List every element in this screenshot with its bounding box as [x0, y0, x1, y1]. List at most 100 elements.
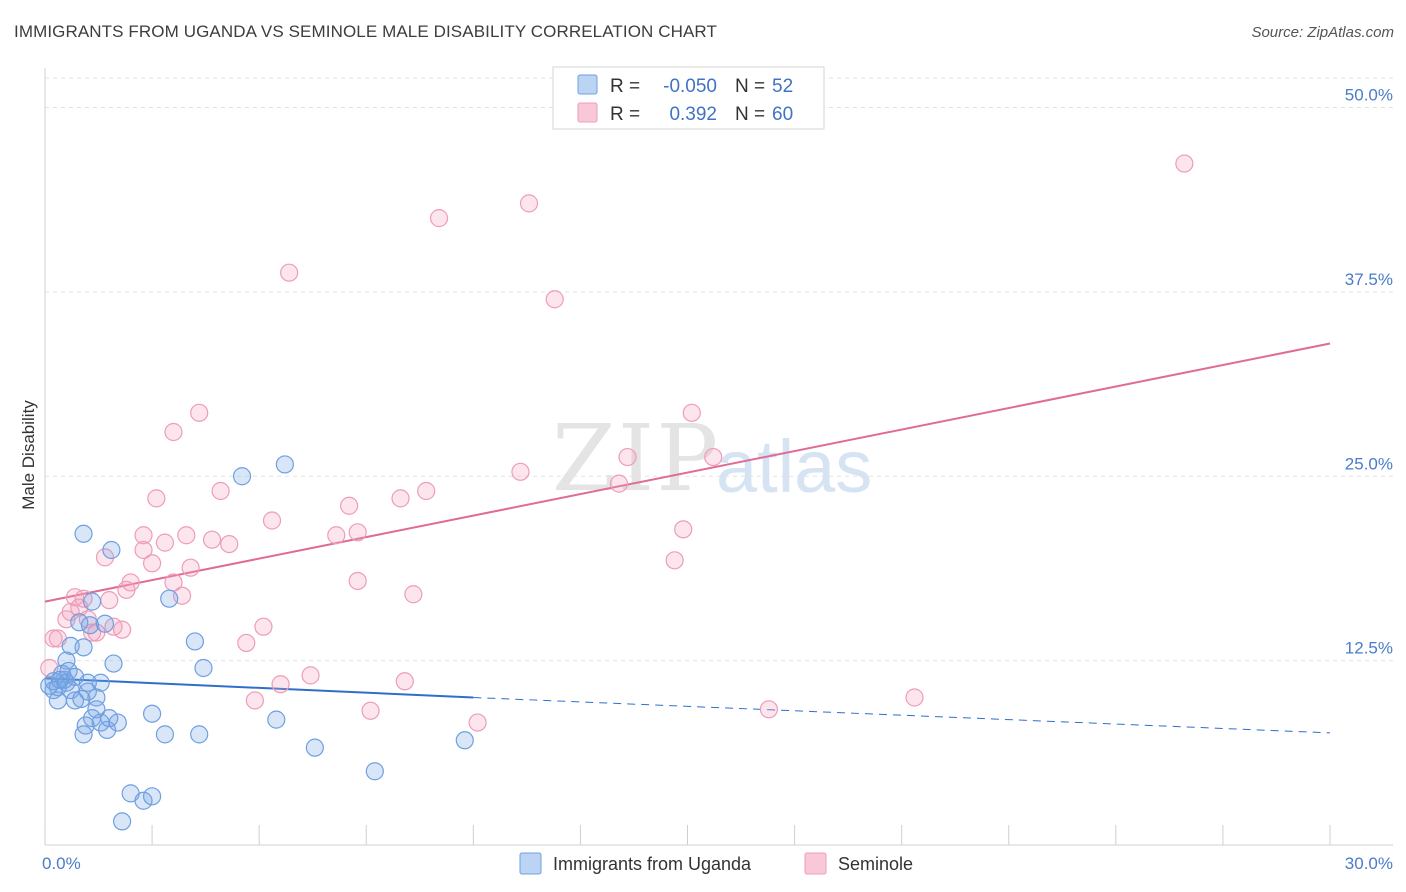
- legend-r-label-seminole: R =: [610, 104, 640, 125]
- data-point-seminole: [181, 558, 200, 577]
- data-point-seminole: [545, 290, 564, 309]
- data-point-seminole: [674, 520, 693, 539]
- data-point-seminole: [44, 629, 63, 648]
- trend-line-uganda: [44, 677, 474, 699]
- data-point-uganda: [70, 613, 89, 632]
- data-point-uganda: [74, 524, 93, 543]
- data-point-uganda: [91, 673, 110, 692]
- data-point-uganda: [78, 673, 97, 692]
- data-point-seminole: [759, 700, 778, 719]
- watermark: ZIP atlas: [552, 405, 872, 512]
- data-point-seminole: [220, 534, 239, 554]
- data-point-seminole: [511, 462, 530, 481]
- data-point-uganda: [102, 540, 121, 560]
- legend-r-value-seminole: 0.392: [669, 104, 717, 125]
- data-point-uganda: [95, 614, 115, 633]
- data-point-seminole: [211, 481, 230, 501]
- data-point-uganda: [275, 455, 294, 474]
- data-point-seminole: [190, 403, 209, 422]
- legend-r-label-uganda: R =: [610, 76, 640, 97]
- data-point-uganda: [72, 689, 91, 709]
- legend-box: R = -0.050 N = 52 R = 0.392 N = 60: [552, 66, 825, 130]
- data-point-uganda: [134, 791, 153, 810]
- data-point-seminole: [609, 474, 629, 493]
- data-point-uganda: [185, 632, 205, 651]
- data-point-uganda: [83, 592, 102, 611]
- points-layer: [40, 154, 1194, 831]
- data-point-uganda: [74, 638, 93, 657]
- legend-n-value-seminole: 60: [772, 104, 793, 125]
- data-point-seminole: [112, 620, 132, 639]
- x-tick-labels: 0.0% 30.0%: [42, 854, 1393, 873]
- data-point-seminole: [704, 447, 723, 467]
- y-tick-label: 12.5%: [1345, 639, 1393, 658]
- bottom-legend: Immigrants from Uganda Seminole: [519, 852, 913, 875]
- data-point-uganda: [98, 720, 117, 740]
- data-point-uganda: [155, 725, 175, 744]
- trend-layer: [44, 342, 1331, 734]
- data-point-seminole: [404, 585, 423, 604]
- data-point-uganda: [365, 762, 384, 781]
- data-point-uganda: [160, 589, 179, 608]
- data-point-seminole: [361, 701, 380, 720]
- axis-layer: [44, 68, 1393, 846]
- y-tick-labels: 12.5% 25.0% 37.5% 50.0%: [1345, 86, 1393, 658]
- data-point-seminole: [134, 526, 153, 545]
- chart-title: IMMIGRANTS FROM UGANDA VS SEMINOLE MALE …: [14, 22, 717, 41]
- data-point-uganda: [267, 710, 286, 729]
- legend-frame: [552, 66, 825, 130]
- data-point-seminole: [245, 691, 264, 710]
- bottom-legend-swatch-seminole: [804, 852, 827, 875]
- data-point-seminole: [121, 573, 140, 592]
- data-point-seminole: [237, 633, 256, 653]
- data-point-uganda: [74, 725, 93, 744]
- data-point-uganda: [65, 691, 85, 710]
- data-point-seminole: [682, 403, 701, 422]
- bottom-legend-label-uganda: Immigrants from Uganda: [553, 854, 752, 874]
- data-point-seminole: [254, 617, 273, 636]
- legend-n-label-seminole: N =: [735, 104, 765, 125]
- data-point-uganda: [142, 704, 162, 723]
- data-point-uganda: [50, 670, 70, 689]
- legend-r-value-uganda: -0.050: [663, 76, 717, 97]
- data-point-seminole: [905, 688, 924, 707]
- data-point-seminole: [155, 533, 175, 552]
- data-point-uganda: [305, 738, 324, 757]
- x-tick-label: 0.0%: [42, 854, 81, 873]
- x-tick-label: 30.0%: [1345, 854, 1393, 873]
- data-point-uganda: [104, 654, 123, 673]
- data-point-uganda: [142, 787, 162, 806]
- data-point-seminole: [202, 530, 222, 549]
- data-point-seminole: [271, 675, 290, 694]
- data-point-seminole: [340, 496, 359, 515]
- data-point-seminole: [147, 489, 166, 508]
- data-point-uganda: [55, 670, 74, 689]
- data-point-uganda: [76, 716, 95, 735]
- data-point-uganda: [194, 658, 213, 678]
- data-point-seminole: [95, 548, 115, 567]
- data-point-seminole: [348, 523, 367, 542]
- data-point-seminole: [665, 551, 684, 570]
- data-point-seminole: [429, 209, 449, 228]
- data-point-uganda: [100, 709, 119, 728]
- legend-n-label-uganda: N =: [735, 76, 765, 97]
- bottom-legend-label-seminole: Seminole: [838, 854, 913, 874]
- data-point-seminole: [348, 571, 367, 591]
- data-point-uganda: [232, 467, 252, 486]
- y-tick-label: 37.5%: [1345, 270, 1393, 289]
- data-point-seminole: [395, 672, 414, 691]
- data-point-uganda: [80, 616, 100, 635]
- watermark-atlas: atlas: [716, 425, 872, 508]
- data-point-seminole: [164, 422, 183, 442]
- data-point-seminole: [327, 526, 346, 545]
- data-point-seminole: [83, 623, 102, 642]
- data-point-seminole: [301, 666, 320, 685]
- data-point-seminole: [417, 481, 436, 501]
- data-point-seminole: [391, 489, 410, 508]
- data-point-seminole: [100, 591, 119, 610]
- data-point-seminole: [1175, 154, 1194, 173]
- legend-n-value-uganda: 52: [772, 76, 793, 97]
- bottom-legend-swatch-uganda: [519, 852, 542, 875]
- data-point-seminole: [142, 554, 162, 573]
